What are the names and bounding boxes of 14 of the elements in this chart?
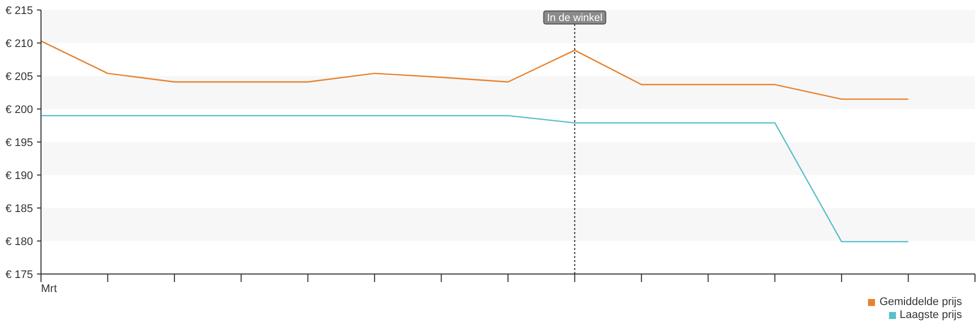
y-tick-label: € 180 (5, 236, 33, 248)
y-tick-label: € 215 (5, 5, 33, 17)
y-tick-label: € 205 (5, 71, 33, 83)
y-tick-label: € 195 (5, 137, 33, 149)
x-tick-label: Mrt (41, 282, 57, 295)
y-tick-label: € 190 (5, 170, 33, 182)
y-tick-label: € 185 (5, 203, 33, 215)
y-tick-label: € 200 (5, 104, 33, 116)
legend-label: Laagste prijs (900, 309, 962, 321)
annotation: In de winkel (546, 12, 602, 24)
line-series (40, 40, 909, 100)
legend-label: Gemiddelde prijs (879, 296, 962, 308)
y-tick-label: € 175 (5, 269, 33, 281)
y-tick-label: € 210 (5, 38, 33, 50)
